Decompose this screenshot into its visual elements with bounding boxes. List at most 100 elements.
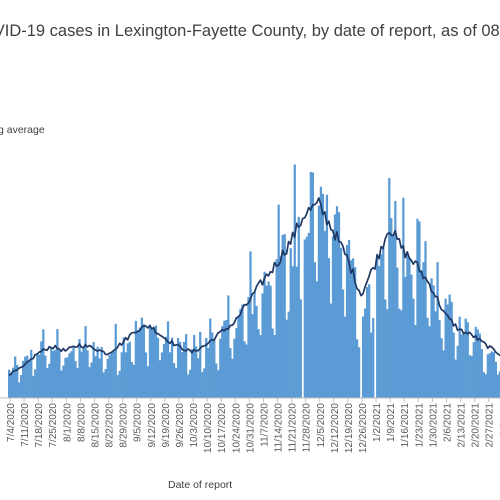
x-tick-label: 9/26/2020 (175, 403, 186, 448)
daily-case-bar (331, 236, 335, 398)
x-tick-label: 8/22/2020 (105, 403, 116, 448)
daily-case-bar (468, 355, 471, 398)
daily-case-bar (197, 358, 200, 398)
x-tick-label: 3/6/2021 (499, 403, 500, 442)
daily-case-bar (8, 369, 11, 398)
x-tick-label: 8/8/2020 (76, 403, 87, 442)
daily-case-bar (106, 358, 109, 398)
daily-case-bar (438, 320, 441, 398)
daily-case-bar (56, 329, 59, 398)
daily-case-bar (207, 347, 210, 398)
daily-case-bar (366, 286, 369, 398)
x-tick-label: 10/10/2020 (203, 403, 214, 453)
daily-case-bar (104, 369, 107, 398)
x-tick-label: 11/7/2020 (259, 403, 270, 447)
daily-case-bar (142, 324, 146, 398)
x-tick-label: 10/24/2020 (231, 403, 242, 453)
daily-case-bar (138, 327, 141, 398)
daily-case-bar (128, 341, 131, 398)
daily-case-bar (470, 355, 473, 398)
daily-case-bar (243, 341, 246, 398)
x-tick-label: 2/27/2021 (485, 403, 496, 448)
daily-case-bar (168, 352, 172, 398)
daily-case-bar (404, 276, 407, 398)
daily-case-bar (189, 369, 192, 398)
daily-case-bar (412, 298, 415, 398)
daily-case-bar (80, 351, 83, 398)
daily-case-bar (92, 342, 95, 398)
daily-case-bar (386, 309, 389, 398)
daily-case-bar (376, 258, 379, 398)
daily-case-bar (88, 367, 91, 398)
daily-case-bar (492, 352, 496, 398)
x-tick-label: 12/26/2020 (358, 403, 369, 453)
daily-case-bar (40, 341, 43, 398)
daily-case-bar (187, 374, 190, 398)
daily-case-bar (78, 339, 81, 398)
daily-case-bar (172, 363, 176, 398)
daily-case-bar (42, 329, 45, 398)
daily-case-bar (323, 230, 327, 398)
daily-case-bar (261, 293, 264, 398)
daily-case-bar (273, 335, 276, 398)
daily-case-bar (392, 236, 395, 398)
daily-case-bar (305, 236, 308, 398)
daily-case-bar (98, 358, 101, 398)
daily-case-bar (349, 260, 353, 398)
daily-case-bar (368, 284, 371, 398)
daily-case-bar (124, 352, 127, 398)
moving-average-line (8, 197, 500, 377)
daily-case-bar (209, 318, 212, 398)
daily-case-bar (219, 338, 222, 398)
daily-case-bar (422, 262, 425, 398)
daily-case-bar (424, 241, 427, 398)
daily-case-bar (164, 336, 168, 398)
daily-case-bar (185, 334, 188, 398)
daily-case-bar (213, 340, 216, 398)
daily-case-bar (28, 360, 31, 398)
daily-case-bar (225, 319, 228, 398)
daily-case-bar (251, 314, 254, 398)
daily-case-bar (86, 350, 89, 398)
daily-case-bar (364, 308, 367, 398)
daily-case-bar (74, 360, 77, 398)
daily-case-bar (140, 317, 144, 398)
daily-case-bar (380, 254, 383, 398)
daily-case-bar (382, 247, 385, 398)
daily-case-bar (295, 266, 298, 398)
daily-case-bar (114, 323, 117, 398)
daily-case-bar (362, 316, 365, 398)
daily-case-bar (426, 317, 429, 398)
daily-case-bar (203, 368, 206, 398)
daily-case-bar (434, 311, 437, 398)
daily-case-bar (239, 308, 242, 398)
daily-case-bar (14, 356, 17, 398)
daily-case-bar (122, 337, 125, 398)
daily-case-bar (311, 172, 314, 398)
daily-case-bar (319, 186, 323, 398)
daily-case-bar (279, 256, 282, 398)
daily-case-bar (132, 364, 135, 398)
daily-case-bar (372, 318, 375, 398)
x-tick-label: 7/18/2020 (34, 403, 45, 448)
daily-case-bar (22, 360, 25, 398)
daily-case-bar (416, 218, 419, 398)
legend-label: g average (0, 124, 45, 136)
daily-case-bar (291, 266, 294, 398)
x-tick-label: 11/28/2020 (302, 403, 313, 453)
daily-case-bar (263, 271, 266, 398)
x-tick-label: 1/16/2021 (400, 403, 411, 448)
daily-case-bar (456, 345, 459, 398)
daily-case-bar (178, 341, 182, 398)
x-tick-label: 2/6/2021 (443, 403, 454, 442)
daily-case-bar (217, 370, 220, 398)
x-tick-label: 9/5/2020 (133, 403, 144, 442)
daily-case-bar (341, 289, 345, 398)
daily-case-bar (347, 239, 351, 398)
daily-case-bar (150, 329, 154, 398)
x-tick-label: 8/29/2020 (119, 403, 130, 448)
daily-case-bar (100, 346, 103, 398)
daily-case-bar (126, 343, 129, 398)
daily-case-bar (235, 328, 238, 398)
daily-case-bar (440, 338, 443, 398)
